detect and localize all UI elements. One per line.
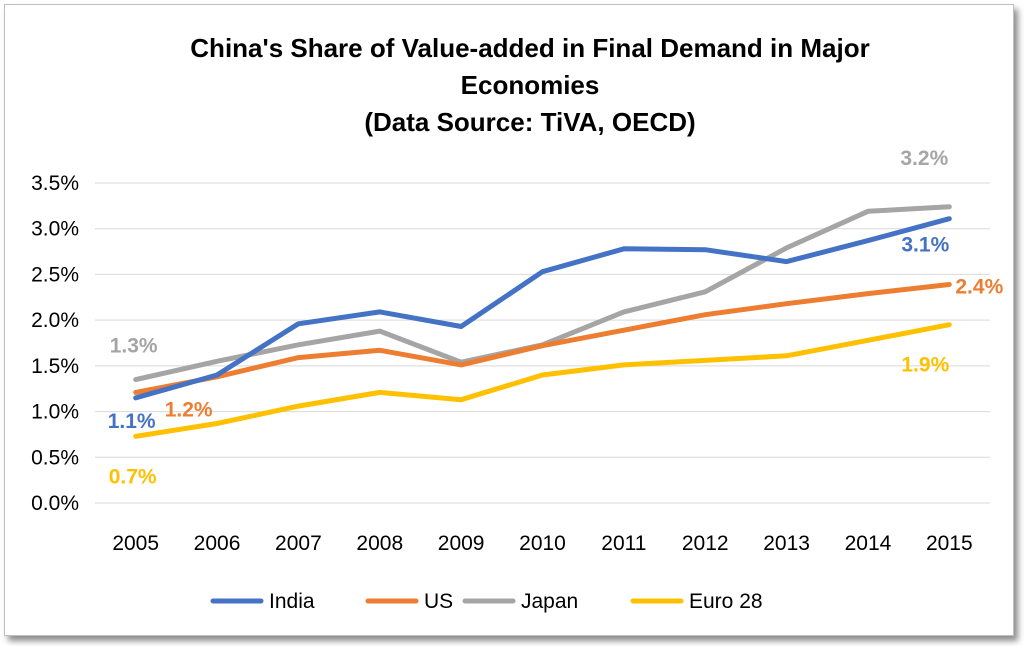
data-label-japan: 1.3% xyxy=(110,335,158,358)
series-lines xyxy=(133,204,952,439)
x-tick-label: 2008 xyxy=(356,532,403,555)
legend-label-japan: Japan xyxy=(521,590,578,613)
legend: India US Japan Euro 28 xyxy=(210,590,763,613)
y-tick-label: 1.0% xyxy=(31,401,79,424)
series-line-euro-28 xyxy=(133,322,952,439)
series-line-india xyxy=(133,216,952,401)
legend-label-euro-28: Euro 28 xyxy=(689,590,763,613)
y-tick-label: 2.5% xyxy=(31,263,79,286)
data-label-japan: 3.2% xyxy=(900,147,948,170)
x-axis-tick-labels: 2005 2006 2007 2008 2009 2010 2011 2012 2013 2014… xyxy=(112,532,972,555)
x-tick-label: 2014 xyxy=(845,532,892,555)
line-chart: China's Share of Value-added in Final De… xyxy=(31,33,1004,613)
y-tick-label: 2.0% xyxy=(31,309,79,332)
x-tick-label: 2012 xyxy=(682,532,729,555)
data-label-euro-28: 1.9% xyxy=(901,354,949,377)
x-tick-label: 2007 xyxy=(275,532,322,555)
series-line-us xyxy=(133,282,952,395)
chart-title-line-1: China's Share of Value-added in Final De… xyxy=(190,33,869,63)
x-tick-label: 2015 xyxy=(926,532,973,555)
y-tick-label: 3.5% xyxy=(31,172,79,195)
legend-label-india: India xyxy=(269,590,315,613)
data-label-us: 1.2% xyxy=(165,398,213,421)
data-labels: 1.1% 3.1% 1.2% 2.4% 1.3% 3.2% 0.7% 1.9% xyxy=(108,147,1004,488)
x-tick-label: 2013 xyxy=(763,532,810,555)
chart-title: China's Share of Value-added in Final De… xyxy=(190,33,869,137)
chart-title-line-3: (Data Source: TiVA, OECD) xyxy=(364,107,695,137)
chart-title-line-2: Economies xyxy=(461,70,600,100)
y-tick-label: 1.5% xyxy=(31,355,79,378)
y-axis-tick-labels: 0.0% 0.5% 1.0% 1.5% 2.0% 2.5% 3.0% 3.5% xyxy=(31,172,79,515)
legend-label-us: US xyxy=(424,590,453,613)
chart-frame: China's Share of Value-added in Final De… xyxy=(4,4,1014,636)
data-label-us: 2.4% xyxy=(955,275,1003,298)
x-tick-label: 2010 xyxy=(519,532,566,555)
x-tick-label: 2011 xyxy=(601,532,646,555)
y-tick-label: 0.5% xyxy=(31,446,79,469)
y-tick-label: 0.0% xyxy=(31,492,79,515)
data-label-india: 3.1% xyxy=(901,234,949,257)
x-tick-label: 2009 xyxy=(438,532,485,555)
data-label-india: 1.1% xyxy=(108,410,156,433)
data-label-euro-28: 0.7% xyxy=(109,465,157,488)
series-line-japan xyxy=(133,204,952,383)
y-tick-label: 3.0% xyxy=(31,218,79,241)
x-tick-label: 2006 xyxy=(194,532,241,555)
x-tick-label: 2005 xyxy=(112,532,159,555)
